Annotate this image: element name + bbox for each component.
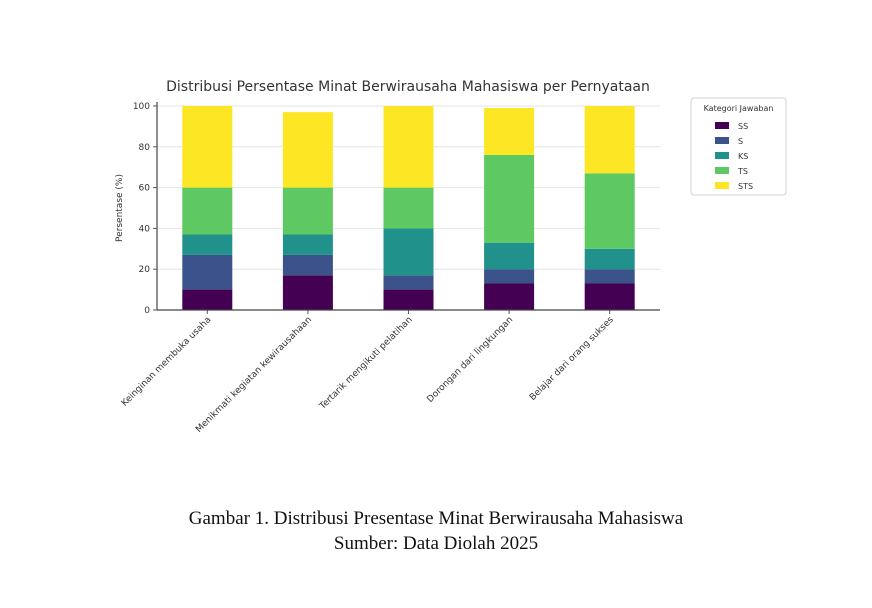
legend-label-ks: KS	[738, 152, 748, 161]
x-tick-label: Dorongan dari lingkungan	[425, 315, 515, 405]
bar-segment-ks-1	[182, 234, 233, 255]
y-tick-label: 40	[139, 224, 151, 234]
legend-swatch-s	[715, 137, 729, 144]
chart-title: Distribusi Persentase Minat Berwirausaha…	[166, 79, 650, 95]
x-tick-label: Tertarik mengikuti pelatihan	[317, 315, 414, 412]
bar-segment-ss-2	[282, 275, 333, 310]
bar-segment-ts-5	[584, 173, 635, 249]
legend-box	[690, 97, 787, 196]
bar-segment-s-2	[282, 254, 333, 276]
bar-segment-s-1	[182, 254, 233, 290]
bar-segment-s-4	[484, 269, 535, 284]
legend-swatch-ts	[715, 167, 729, 174]
bar-segment-s-5	[584, 269, 635, 284]
bar-segment-ss-3	[383, 289, 434, 310]
bar-segment-ks-2	[282, 234, 333, 255]
legend-label-ts: TS	[737, 167, 748, 176]
x-tick-label: Belajar dari orang sukses	[528, 315, 616, 403]
y-tick-label: 100	[133, 102, 150, 112]
x-tick-label: Menikmati kegiatan kewirausahaan	[194, 315, 314, 435]
bar-segment-sts-2	[282, 112, 333, 188]
legend-label-sts: STS	[738, 182, 753, 191]
stacked-bar-chart: Distribusi Persentase Minat Berwirausaha…	[115, 79, 787, 435]
legend-swatch-ss	[715, 122, 729, 129]
legend-label-ss: SS	[738, 122, 748, 131]
y-axis-label: Persentase (%)	[115, 174, 125, 242]
y-tick-label: 0	[144, 306, 150, 316]
bar-segment-ts-4	[484, 154, 535, 243]
bar-segment-ss-4	[484, 283, 535, 310]
bar-segment-ks-4	[484, 242, 535, 270]
legend-label-s: S	[738, 137, 743, 146]
y-tick-label: 60	[139, 184, 151, 194]
bar-segment-sts-4	[484, 108, 535, 155]
bar-segment-ss-5	[584, 283, 635, 310]
bar-segment-sts-1	[182, 106, 233, 188]
bar-segment-s-3	[383, 275, 434, 290]
bar-segment-ts-3	[383, 187, 434, 229]
legend-swatch-ks	[715, 152, 729, 159]
bar-segment-sts-5	[584, 106, 635, 174]
figure-caption: Gambar 1. Distribusi Presentase Minat Be…	[188, 508, 684, 529]
legend-title: Kategori Jawaban	[704, 104, 774, 113]
x-tick-label: Keinginan membuka usaha	[120, 315, 214, 409]
legend-swatch-sts	[715, 182, 729, 189]
bar-segment-ss-1	[182, 289, 233, 310]
bar-segment-ts-2	[282, 187, 333, 235]
bar-segment-ks-5	[584, 248, 635, 270]
bar-segment-ts-1	[182, 187, 233, 235]
y-tick-label: 20	[139, 265, 151, 275]
y-tick-label: 80	[139, 143, 151, 153]
bars	[182, 106, 635, 310]
bar-segment-ks-3	[383, 228, 434, 276]
bar-segment-sts-3	[383, 106, 434, 188]
figure-source: Sumber: Data Diolah 2025	[333, 533, 539, 554]
